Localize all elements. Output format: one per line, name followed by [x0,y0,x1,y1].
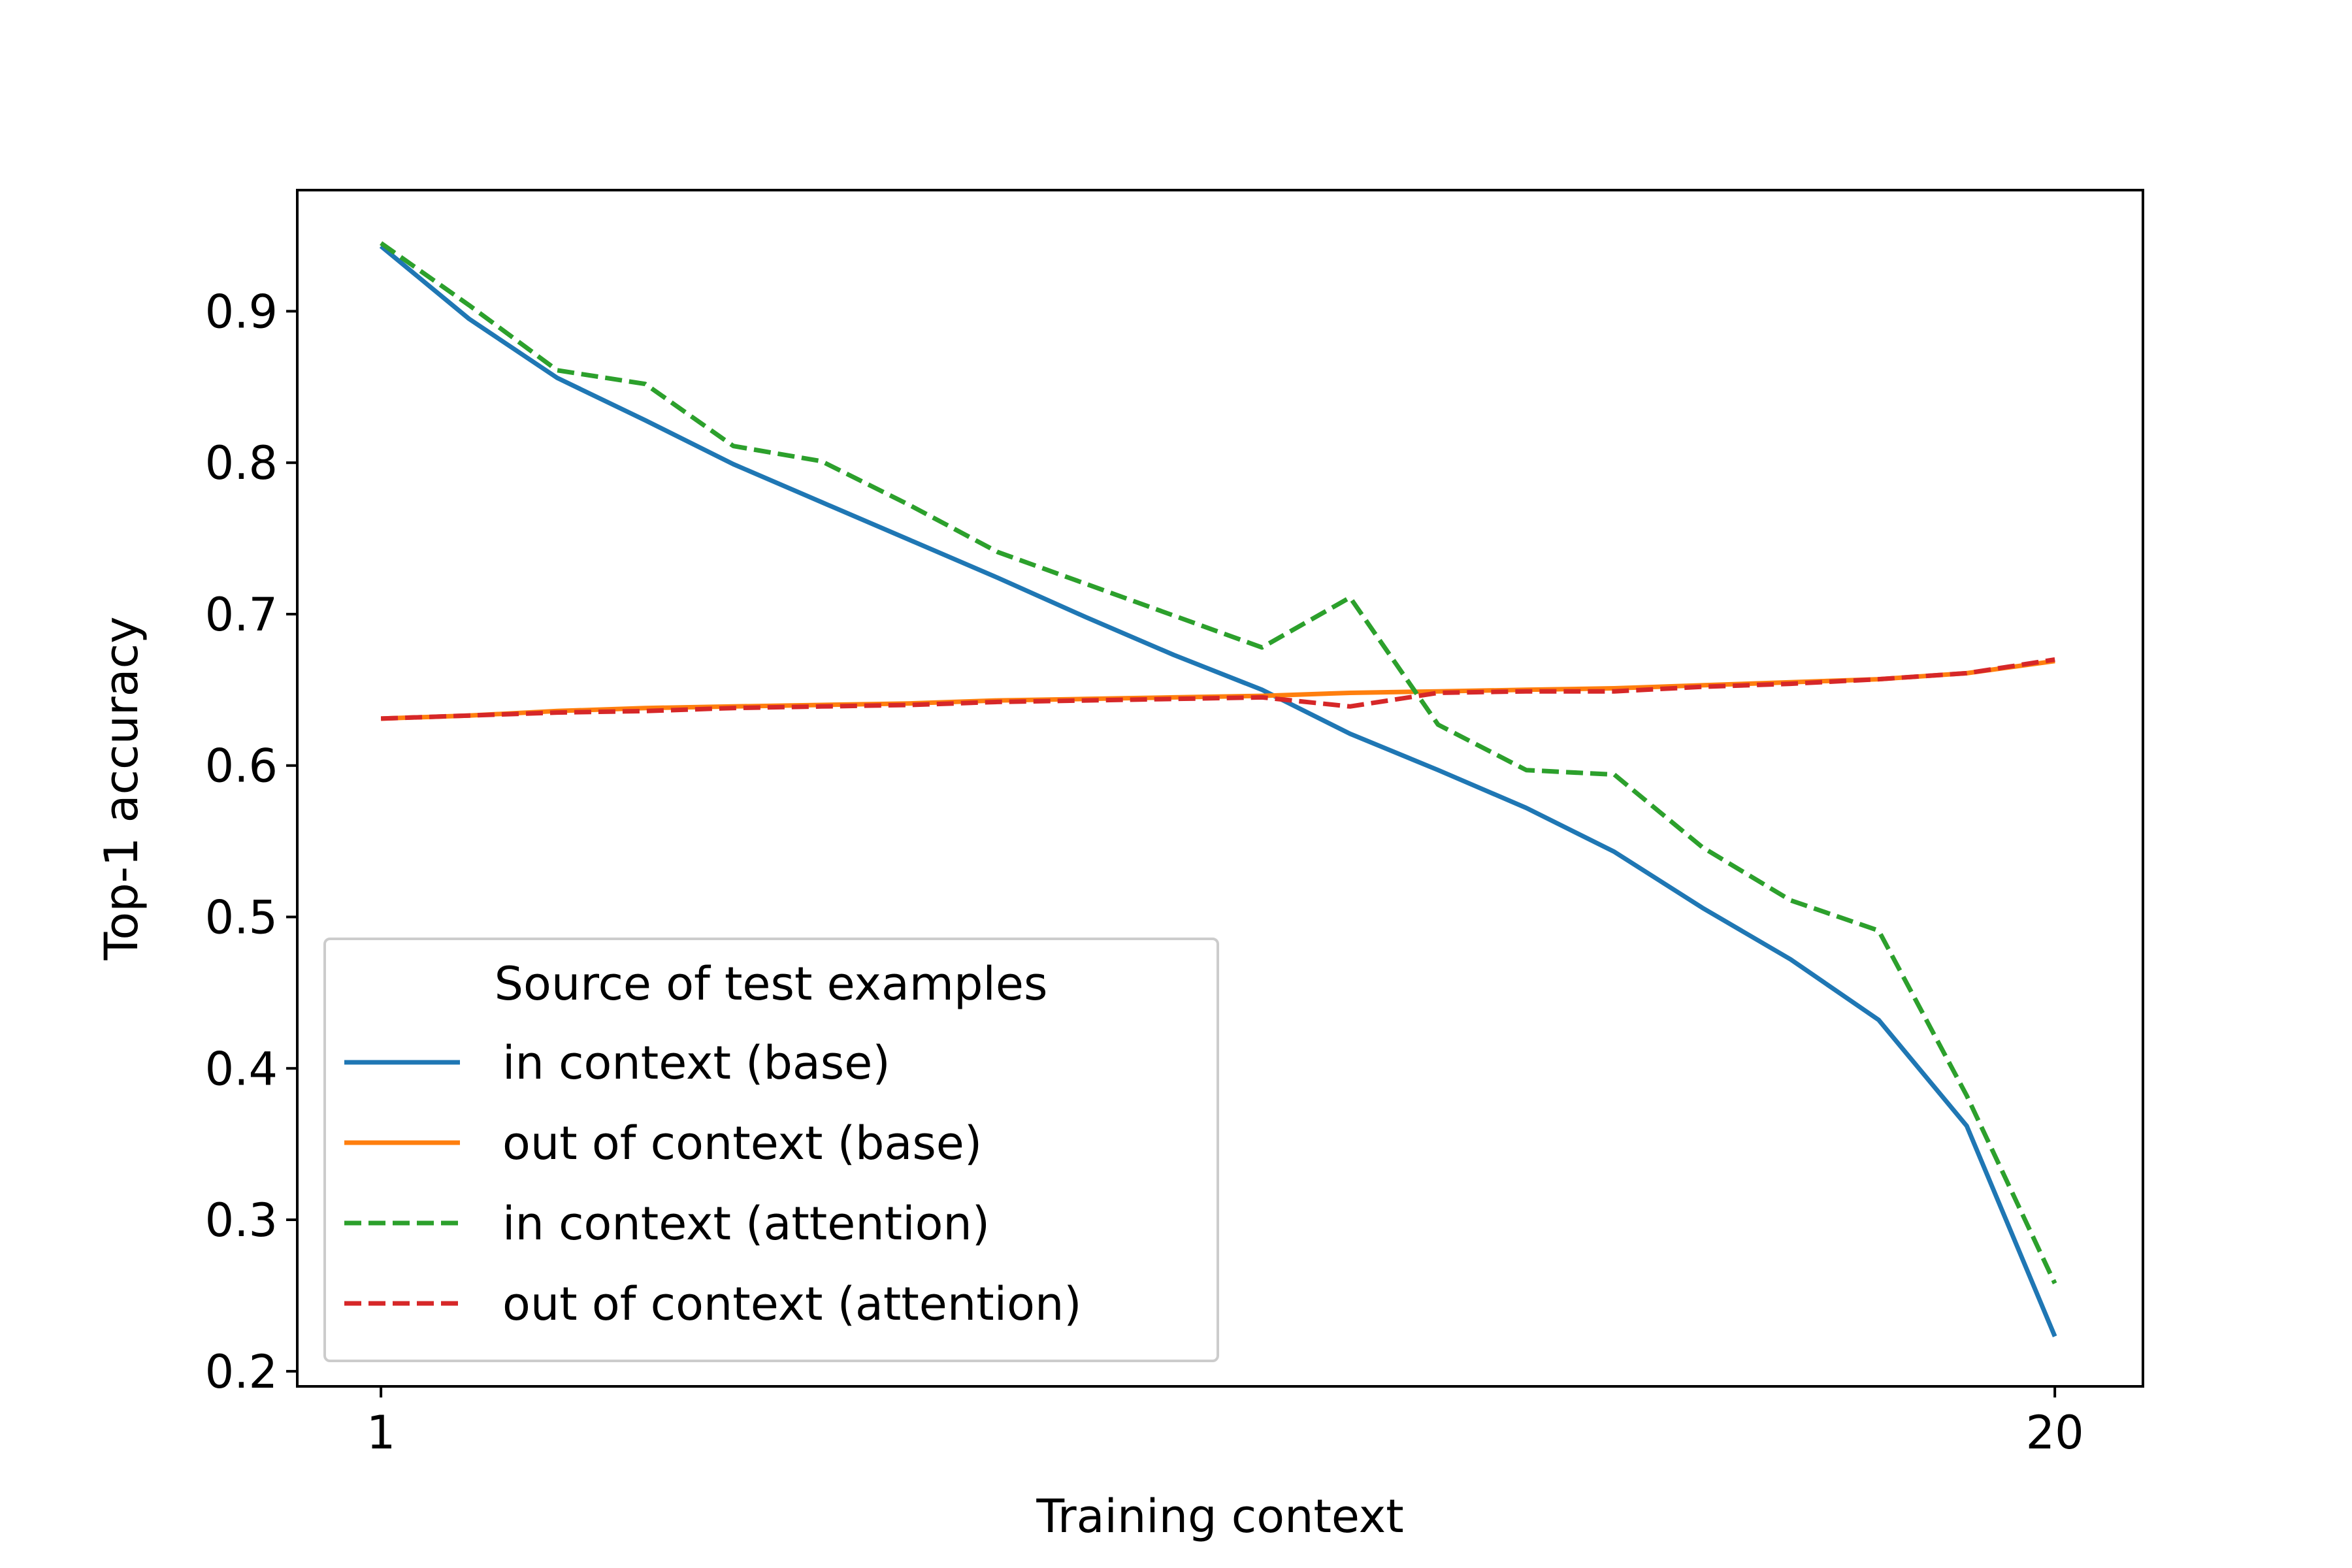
y-tick-label: 0.4 [205,1042,278,1096]
y-tick-label: 0.7 [205,588,278,642]
y-tick-label: 0.6 [205,740,278,793]
x-axis-title: Training context [1036,1490,1403,1543]
legend-item-out-of-context-attention: out of context (attention) [344,1277,1082,1331]
legend-title: Source of test examples [495,957,1048,1011]
legend-entries: in context (base) out of context (base) in… [344,1036,1082,1331]
y-tick-label: 0.3 [205,1194,278,1247]
x-tick-label: 1 [367,1406,396,1460]
x-tick-label: 20 [2026,1406,2084,1460]
series-lines [379,241,2057,1337]
legend-item-in-context-attention: in context (attention) [344,1197,990,1250]
legend-label: out of context (base) [502,1117,982,1170]
series-line-in-context-attention [380,241,2057,1284]
y-axis-title: Top-1 accuracy [95,617,148,961]
y-tick-label: 0.5 [205,891,278,945]
legend-label: in context (base) [502,1036,890,1090]
series-line-in-context-base [379,244,2057,1337]
y-tick-label: 0.2 [205,1345,278,1399]
legend-box [323,938,1219,1362]
legend-label: out of context (attention) [502,1277,1082,1331]
x-axis-ticks: 1 20 [367,1386,2084,1460]
y-axis-ticks: 0.2 0.3 0.4 0.5 0.6 0.7 0.8 0.9 [205,285,297,1399]
plot-frame [296,189,2144,1388]
legend: Source of test examples in context (base… [323,938,1219,1362]
legend-item-out-of-context-base: out of context (base) [344,1117,982,1170]
legend-item-in-context-base: in context (base) [344,1036,890,1090]
legend-label: in context (attention) [502,1197,990,1250]
y-tick-label: 0.9 [205,285,278,338]
series-line-out-of-context-attention [380,657,2055,721]
y-tick-label: 0.8 [205,436,278,490]
